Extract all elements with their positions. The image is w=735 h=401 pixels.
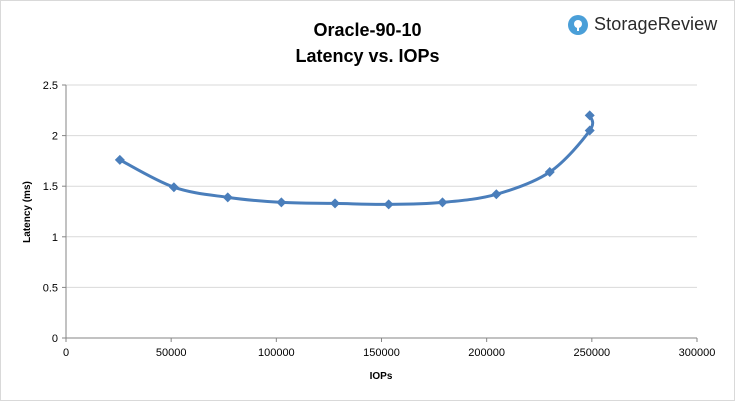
y-tick-label-5: 2.5 <box>43 80 58 92</box>
y-tick-label-2: 1 <box>52 232 58 244</box>
x-tick-label-2: 100000 <box>258 347 295 359</box>
logo-text: StorageReview <box>594 14 718 34</box>
storagereview-logo: StorageReview <box>568 14 717 35</box>
data-point-10 <box>584 110 595 121</box>
x-tick-label-1: 50000 <box>156 347 187 359</box>
data-point-4 <box>330 198 341 209</box>
y-tick-labels: 0 0.5 1 1.5 2 2.5 <box>43 80 58 345</box>
data-points <box>114 110 595 210</box>
x-tick-label-4: 200000 <box>468 347 505 359</box>
x-tick-label-6: 300000 <box>679 347 716 359</box>
y-tick-label-3: 1.5 <box>43 181 58 193</box>
data-point-1 <box>168 182 179 193</box>
y-tick-label-1: 0.5 <box>43 282 58 294</box>
data-point-3 <box>276 197 287 208</box>
data-point-8 <box>544 167 555 178</box>
data-point-5 <box>383 199 394 210</box>
y-tick-label-4: 2 <box>52 131 58 143</box>
chart-title: Oracle-90-10 <box>313 20 422 40</box>
data-point-0 <box>114 154 125 165</box>
x-tick-label-0: 0 <box>63 347 69 359</box>
x-tick-label-5: 250000 <box>573 347 610 359</box>
data-point-2 <box>222 192 233 203</box>
axes <box>62 84 698 342</box>
data-point-9 <box>584 125 595 136</box>
chart-subtitle: Latency vs. IOPs <box>295 46 440 66</box>
storagereview-logo-icon <box>568 14 588 35</box>
y-tick-label-0: 0 <box>52 333 58 345</box>
data-point-6 <box>437 197 448 208</box>
data-point-7 <box>491 189 502 200</box>
x-tick-label-3: 150000 <box>363 347 400 359</box>
x-tick-labels: 0 50000 100000 150000 200000 250000 300000 <box>63 347 715 359</box>
series-line <box>118 113 595 206</box>
gridlines <box>66 84 697 288</box>
x-axis-title: IOPs <box>370 371 393 382</box>
y-axis-title: Latency (ms) <box>22 181 33 243</box>
